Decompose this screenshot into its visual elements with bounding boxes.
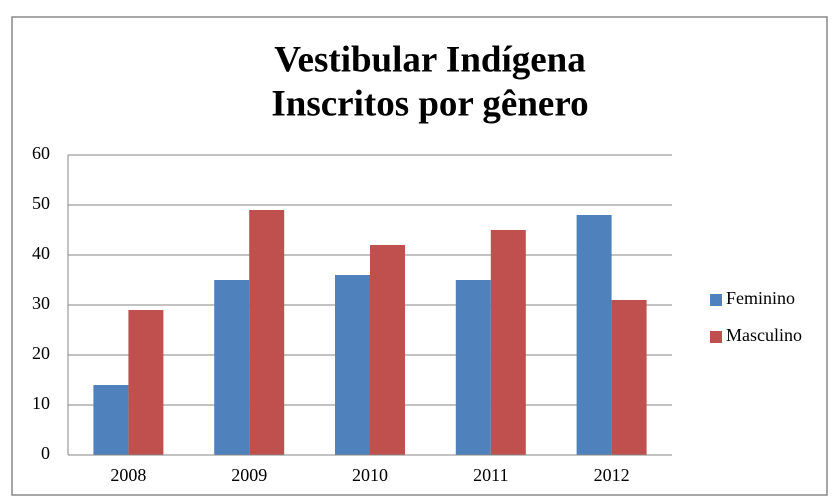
x-tick-label: 2010 [352, 465, 388, 485]
y-tick-label: 50 [32, 193, 50, 213]
x-tick-label: 2009 [231, 465, 267, 485]
chart-title: Inscritos por gênero [271, 83, 588, 124]
y-tick-label: 20 [32, 343, 50, 363]
bar [249, 210, 285, 455]
bar [370, 245, 405, 455]
y-tick-label: 60 [32, 143, 50, 163]
bar [335, 275, 370, 455]
x-tick-label: 2008 [110, 465, 146, 485]
bar [93, 385, 129, 455]
y-tick-label: 10 [32, 393, 50, 413]
bar [490, 230, 526, 455]
x-tick-label: 2012 [594, 465, 630, 485]
legend-swatch [710, 294, 722, 306]
bar [128, 310, 164, 455]
bar [576, 215, 612, 455]
y-tick-label: 40 [32, 243, 50, 263]
legend-label: Feminino [726, 288, 795, 308]
legend-label: Masculino [726, 325, 802, 345]
y-tick-label: 0 [41, 443, 50, 463]
x-tick-label: 2011 [473, 465, 508, 485]
chart-title: Vestibular Indígena [274, 39, 586, 80]
legend-swatch [710, 331, 722, 343]
bar [455, 280, 491, 455]
bar [214, 280, 250, 455]
bar [611, 300, 647, 455]
y-tick-label: 30 [32, 293, 50, 313]
